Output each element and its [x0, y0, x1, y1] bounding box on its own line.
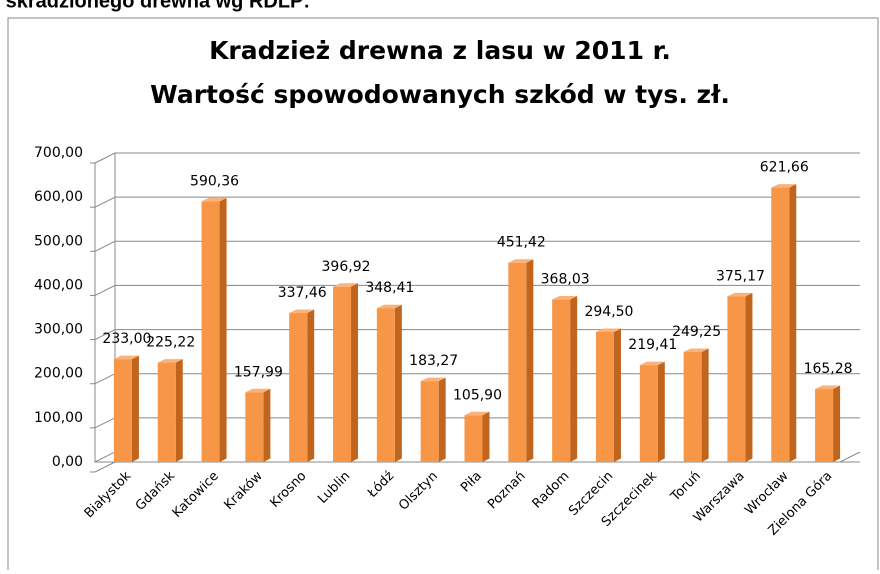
- bar-side: [570, 296, 578, 462]
- y-tick-label: 700,00: [34, 145, 83, 161]
- bar: [157, 362, 176, 462]
- page-heading: ości skradzionego drewna wg RDLP:: [0, 0, 310, 12]
- y-tick-label: 100,00: [34, 410, 83, 426]
- bar: [595, 331, 614, 462]
- grid-line: [94, 284, 860, 296]
- bar: [289, 313, 308, 462]
- bar-side: [657, 361, 665, 462]
- value-label: 105,90: [453, 387, 502, 403]
- bar-top: [727, 292, 753, 297]
- value-label: 233,00: [102, 331, 151, 347]
- bar: [201, 201, 220, 462]
- bar-top: [508, 259, 534, 263]
- value-label: 249,25: [672, 324, 721, 340]
- bar-side: [789, 184, 797, 462]
- bar-top: [333, 283, 359, 287]
- bar: [639, 365, 658, 462]
- bar-top: [376, 304, 402, 309]
- y-tick-label: 400,00: [34, 277, 83, 293]
- y-tick-label: 300,00: [34, 322, 83, 338]
- bar-top: [113, 355, 139, 360]
- bar-side: [307, 309, 315, 462]
- bar-side: [394, 304, 402, 462]
- value-label: 183,27: [409, 353, 458, 369]
- value-label: 337,46: [278, 285, 327, 301]
- bar-side: [175, 359, 183, 462]
- value-label: 348,41: [365, 280, 414, 296]
- bar-side: [351, 283, 359, 462]
- value-label: 375,17: [716, 268, 765, 284]
- y-tick-label: 200,00: [34, 366, 83, 382]
- bar-side: [701, 348, 709, 462]
- bar-top: [639, 361, 665, 366]
- bar-side: [745, 292, 753, 462]
- grid-line: [94, 196, 860, 208]
- bar: [727, 296, 746, 462]
- chart-title: Kradzież drewna z lasu w 2011 r.: [209, 36, 671, 65]
- bar: [464, 415, 483, 462]
- bar: [333, 286, 352, 462]
- bar-side: [526, 259, 534, 462]
- grid-line: [94, 240, 860, 252]
- bar: [552, 299, 571, 462]
- bar-top: [464, 411, 490, 416]
- bar-side: [438, 377, 446, 462]
- bar-side: [833, 385, 841, 462]
- bar: [420, 381, 439, 462]
- value-label: 621,66: [760, 160, 809, 176]
- bar-side: [482, 411, 490, 462]
- value-label: 368,03: [541, 272, 590, 288]
- axis-wall: [94, 153, 116, 463]
- y-tick-label: 600,00: [34, 189, 83, 205]
- bar-side: [131, 355, 139, 462]
- bar-top: [771, 184, 797, 188]
- bar-side: [263, 388, 271, 462]
- bar-top: [157, 359, 183, 363]
- y-tick-label: 500,00: [34, 233, 83, 249]
- bar: [508, 262, 527, 462]
- grid-line: [94, 152, 860, 164]
- value-label: 396,92: [322, 259, 371, 275]
- y-tick-label: 0,00: [52, 454, 83, 470]
- value-label: 219,41: [628, 337, 677, 353]
- value-label: 590,36: [190, 173, 239, 189]
- value-label: 451,42: [497, 235, 546, 251]
- bar: [245, 392, 264, 462]
- bar-top: [552, 296, 578, 300]
- value-label: 225,22: [146, 335, 195, 351]
- bar: [376, 308, 395, 462]
- value-label: 157,99: [234, 364, 283, 380]
- bar: [815, 389, 834, 462]
- bar-top: [815, 385, 841, 390]
- bar-top: [420, 377, 446, 382]
- value-label: 294,50: [584, 304, 633, 320]
- bar-top: [245, 388, 271, 393]
- bar-top: [683, 348, 709, 352]
- bar-top: [289, 309, 315, 314]
- bar: [683, 351, 702, 462]
- bar: [771, 187, 790, 462]
- bar-side: [613, 328, 621, 462]
- bar: [113, 359, 132, 462]
- chart-subtitle: Wartość spowodowanych szkód w tys. zł.: [150, 80, 730, 109]
- bar-side: [219, 197, 227, 462]
- bar-top: [595, 328, 621, 332]
- bar-top: [201, 197, 227, 202]
- value-label: 165,28: [804, 361, 853, 377]
